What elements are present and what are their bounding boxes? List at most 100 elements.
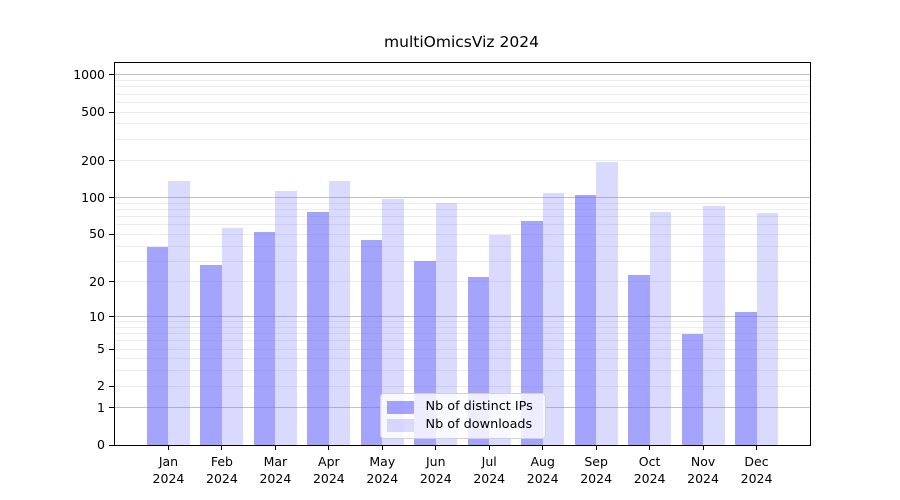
y-tick-label: 0: [97, 437, 105, 452]
y-gridline-minor: [115, 233, 810, 235]
x-tick-label: Jan 2024: [152, 454, 185, 486]
y-tick-label: 200: [81, 152, 105, 168]
y-tick-label: 20: [89, 273, 105, 289]
x-tick-mark: [756, 446, 758, 450]
bar-distinct-ips-nov: [681, 333, 704, 445]
bar-distinct-ips-feb: [200, 264, 222, 445]
y-tick-mark: [109, 233, 114, 235]
y-tick-mark: [109, 281, 114, 283]
x-tick-mark: [702, 446, 704, 450]
bar-downloads-jun: [435, 202, 458, 445]
x-tick-label: Apr 2024: [312, 454, 345, 486]
legend: Nb of distinct IPs Nb of downloads: [379, 393, 546, 439]
y-gridline-minor: [115, 245, 810, 247]
y-tick-mark: [109, 407, 114, 409]
x-tick-mark: [221, 446, 223, 450]
x-tick-label: Jul 2024: [473, 454, 506, 486]
y-gridline-minor: [115, 321, 810, 323]
y-gridline-minor: [115, 86, 810, 88]
y-tick-label: 50: [89, 226, 105, 242]
bar-downloads-jan: [168, 180, 190, 445]
y-gridline-minor: [115, 224, 810, 226]
y-gridline-minor: [115, 93, 810, 95]
y-gridline-minor: [115, 138, 810, 140]
bar-distinct-ips-oct: [628, 274, 650, 445]
x-tick-label: Jun 2024: [419, 454, 452, 486]
legend-swatch-downloads: [386, 418, 414, 432]
y-gridline-minor: [115, 260, 810, 262]
bar-downloads-nov: [703, 205, 725, 445]
legend-swatch-distinct-ips: [386, 400, 414, 414]
y-tick-mark: [109, 348, 114, 350]
bar-downloads-aug: [542, 193, 565, 445]
y-gridline-minor: [115, 358, 810, 360]
y-gridline-major: [115, 197, 810, 199]
y-tick-mark: [109, 111, 114, 113]
bar-distinct-ips-jan: [146, 247, 169, 445]
x-tick-label: May 2024: [366, 454, 399, 486]
x-tick-mark: [435, 446, 437, 450]
plot-area: 0 1 2 5 10 20 50 100 200 500 1000 Jan 2024 Feb 2024…: [73, 62, 811, 486]
y-gridline-minor: [115, 209, 810, 211]
y-gridline-minor: [115, 385, 810, 387]
y-tick-mark: [109, 74, 114, 76]
x-tick-mark: [542, 446, 544, 450]
y-tick-label: 2: [97, 378, 105, 394]
y-tick-label: 1: [97, 399, 105, 415]
legend-item-distinct-ips: Nb of distinct IPs: [386, 398, 537, 414]
y-gridline-minor: [115, 216, 810, 218]
y-tick-label: 1000: [73, 66, 105, 82]
bar-distinct-ips-dec: [735, 311, 757, 445]
y-gridline-minor: [115, 123, 810, 125]
bar-downloads-jul: [489, 235, 511, 445]
bar-downloads-sep: [596, 162, 618, 445]
y-gridline-major: [115, 316, 810, 318]
bar-distinct-ips-apr: [307, 211, 329, 445]
x-tick-label: Feb 2024: [206, 454, 238, 486]
x-tick-mark: [328, 446, 330, 450]
x-tick-label: Mar 2024: [259, 454, 292, 486]
x-tick-label: Oct 2024: [633, 454, 666, 486]
legend-item-downloads: Nb of downloads: [386, 416, 537, 432]
bar-distinct-ips-mar: [253, 232, 276, 445]
x-tick-mark: [381, 446, 383, 450]
y-gridline-minor: [115, 111, 810, 113]
y-tick-mark: [109, 197, 114, 199]
y-tick-label: 10: [89, 308, 105, 324]
y-tick-mark: [109, 444, 114, 446]
y-gridline-minor: [115, 160, 810, 162]
y-gridline-minor: [115, 80, 810, 82]
x-tick-mark: [488, 446, 490, 450]
x-tick-mark: [167, 446, 169, 450]
legend-label-downloads: Nb of downloads: [425, 416, 533, 432]
legend-label-distinct-ips: Nb of distinct IPs: [425, 398, 533, 414]
y-gridline-minor: [115, 348, 810, 350]
bar-downloads-dec: [756, 213, 779, 445]
x-tick-label: Aug 2024: [526, 454, 559, 486]
y-gridline-minor: [115, 333, 810, 335]
y-tick-mark: [109, 385, 114, 387]
y-tick-label: 100: [81, 189, 105, 205]
y-tick-label: 500: [81, 104, 105, 120]
y-gridline-minor: [115, 101, 810, 103]
x-tick-label: Dec 2024: [740, 454, 773, 486]
chart-title: multiOmicsViz 2024: [384, 33, 539, 51]
bar-distinct-ips-sep: [574, 195, 597, 445]
x-tick-mark: [595, 446, 597, 450]
bar-distinct-ips-aug: [521, 221, 543, 445]
x-tick-label: Sep 2024: [580, 454, 613, 486]
bar-downloads-mar: [275, 191, 297, 445]
y-gridline-minor: [115, 326, 810, 328]
x-tick-label: Nov 2024: [687, 454, 719, 486]
x-tick-mark: [274, 446, 276, 450]
bar-downloads-oct: [649, 211, 672, 445]
y-tick-mark: [109, 160, 114, 162]
bar-distinct-ips-may: [360, 239, 383, 445]
y-tick-mark: [109, 316, 114, 318]
y-gridline-major: [115, 74, 810, 76]
y-gridline-minor: [115, 281, 810, 283]
y-gridline-minor: [115, 370, 810, 372]
y-tick-label: 5: [97, 341, 105, 357]
bar-downloads-feb: [221, 227, 244, 445]
y-gridline-minor: [115, 202, 810, 204]
